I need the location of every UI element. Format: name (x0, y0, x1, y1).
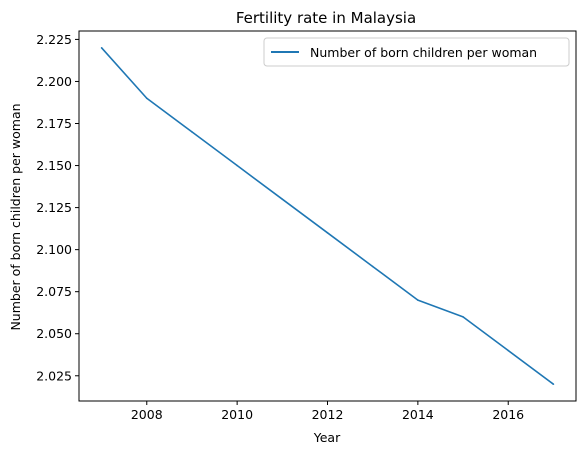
x-axis: 2008 2010 2012 2014 2016 (131, 401, 524, 422)
x-axis-label: Year (313, 430, 341, 445)
data-point (191, 131, 193, 133)
data-point (507, 349, 510, 352)
x-tick-label: 2012 (312, 407, 344, 422)
y-tick-label: 2.200 (36, 74, 72, 89)
y-tick-label: 2.150 (36, 158, 72, 173)
data-point (371, 265, 374, 268)
y-tick-label: 2.075 (36, 284, 72, 299)
data-point (326, 232, 329, 234)
data-point (145, 97, 148, 100)
chart-title: Fertility rate in Malaysia (236, 9, 416, 27)
y-tick-label: 2.125 (36, 200, 72, 215)
data-point (100, 47, 103, 49)
data-point (462, 316, 464, 318)
legend-label: Number of born children per woman (310, 45, 537, 60)
x-tick-label: 2016 (492, 407, 524, 422)
y-axis-label: Number of born children per woman (8, 103, 23, 330)
y-tick-label: 2.050 (36, 326, 72, 341)
data-point (552, 383, 555, 385)
series-layer (100, 47, 555, 385)
y-axis: 2.025 2.050 2.075 2.100 2.125 2.150 2.175 2.200… (36, 32, 79, 383)
x-tick-label: 2008 (131, 407, 163, 422)
legend: Number of born children per woman (263, 37, 570, 67)
x-tick-label: 2010 (221, 407, 253, 422)
data-point (417, 299, 419, 301)
data-point (281, 198, 284, 200)
series-line (100, 47, 554, 385)
x-tick-label: 2014 (402, 407, 434, 422)
y-tick-label: 2.025 (36, 368, 72, 383)
y-tick-label: 2.175 (36, 116, 72, 131)
data-point (236, 164, 238, 167)
y-tick-label: 2.100 (36, 242, 72, 257)
y-tick-label: 2.225 (36, 32, 72, 47)
legend-box (263, 37, 570, 67)
